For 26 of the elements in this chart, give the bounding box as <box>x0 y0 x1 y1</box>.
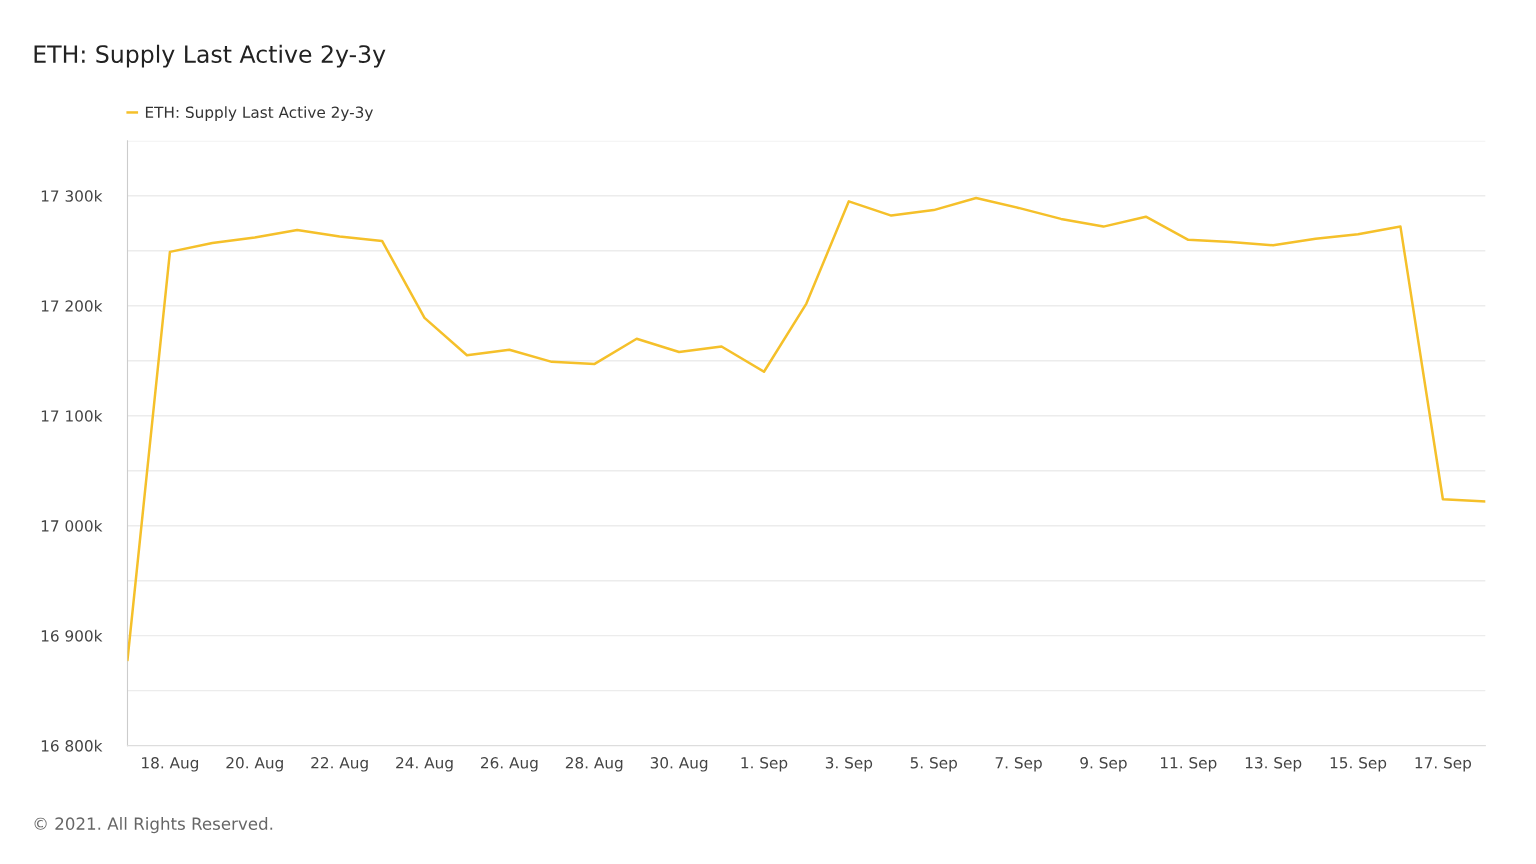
x-tick-label: 13. Sep <box>1245 757 1302 772</box>
x-tick-label: 17. Sep <box>1415 757 1472 772</box>
x-tick-label: 9. Sep <box>1080 757 1127 772</box>
x-tick-label: 5. Sep <box>910 757 957 772</box>
text: © 2021. All Rights Reserved. <box>34 817 273 834</box>
y-tick-label: 16 900k <box>41 629 103 642</box>
y-tick-label: 17 100k <box>41 409 103 422</box>
chart-title: ETH: Supply Last Active 2y-3y <box>34 44 386 68</box>
x-tick-label: 18. Aug <box>142 757 199 772</box>
x-tick-label: 7. Sep <box>995 757 1042 772</box>
x-tick-label: 1. Sep <box>741 757 788 772</box>
x-tick-label: 26. Aug <box>481 757 538 772</box>
y-tick-label: 17 300k <box>41 190 103 202</box>
line-series <box>127 196 1486 662</box>
x-tick-label: 28. Aug <box>565 757 623 772</box>
x-tick-label: 22. Aug <box>311 757 368 772</box>
x-tick-label: 24. Aug <box>396 757 453 772</box>
legend-label: ETH: Supply Last Active 2y-3y <box>145 106 373 121</box>
y-tick-label: 17 000k <box>41 519 103 532</box>
x-tick-label: 11. Sep <box>1160 757 1217 772</box>
x-tick-label: 20. Aug <box>226 757 283 772</box>
y-tick-label: 17 200k <box>41 299 103 312</box>
x-tick-label: 30. Aug <box>650 757 708 772</box>
x-tick-label: 15. Sep <box>1330 757 1387 772</box>
x-tick-label: 3. Sep <box>825 757 873 772</box>
y-tick-label: 16 800k <box>41 739 103 752</box>
